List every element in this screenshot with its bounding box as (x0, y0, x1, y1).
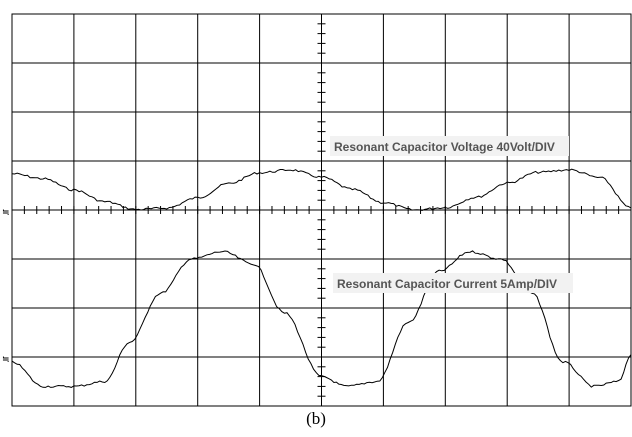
voltage-annotation-box (330, 136, 569, 156)
channel-1-ground-marker: ≒ (2, 207, 10, 217)
voltage-trace (11, 168, 632, 212)
figure-caption: (b) (306, 409, 326, 428)
scope-center-ticks (11, 13, 632, 407)
channel-markers: ≒ ≒ (2, 207, 10, 364)
channel-2-ground-marker: ≒ (2, 354, 10, 364)
current-annotation-box (333, 273, 573, 293)
current-annotation: Resonant Capacitor Current 5Amp/DIV (337, 277, 557, 291)
voltage-annotation: Resonant Capacitor Voltage 40Volt/DIV (334, 140, 555, 154)
